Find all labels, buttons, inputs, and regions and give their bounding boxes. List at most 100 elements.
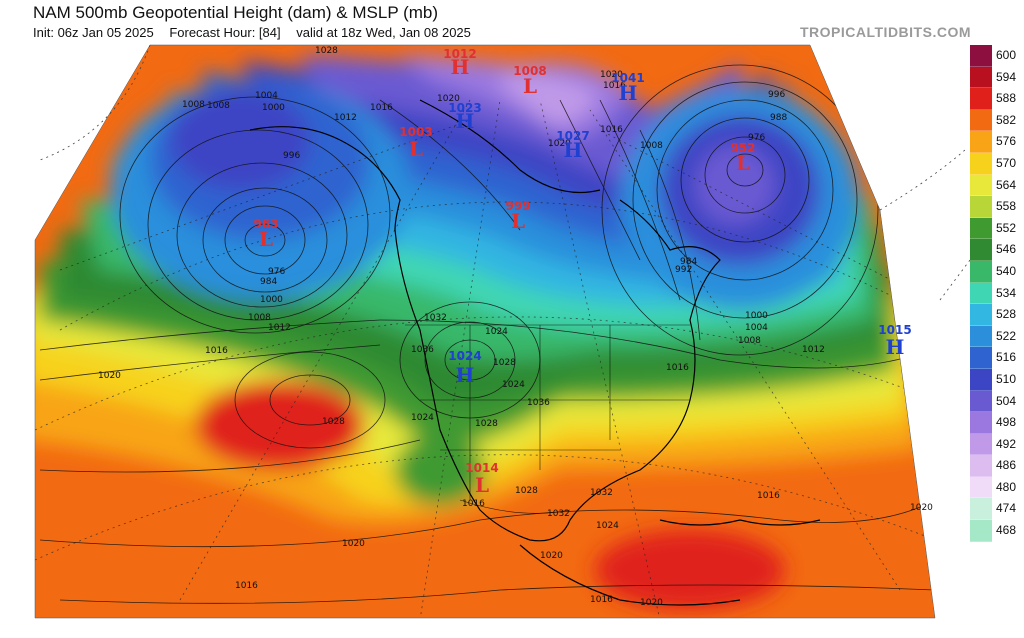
isobar-label: 1028 (315, 46, 338, 56)
isobar-label: 1008 (738, 336, 761, 346)
colorbar-swatch (970, 520, 992, 542)
isobar-label: 1008 (182, 100, 205, 110)
colorbar-level-label: 480 (996, 479, 1017, 494)
colorbar-level-label: 504 (996, 393, 1017, 408)
colorbar-level-label: 492 (996, 436, 1017, 451)
isobar-label: 1016 (462, 499, 485, 509)
colorbar-swatch (970, 109, 992, 132)
isobar-label: 1020 (437, 94, 460, 104)
colorbar-level-label: 582 (996, 112, 1017, 127)
isobar-label: 1012 (334, 113, 357, 123)
height-field-shading (35, 55, 920, 610)
isobar-label: 1032 (590, 488, 613, 498)
isobar-label: 1016 (205, 346, 228, 356)
isobar-label: 1016 (603, 81, 626, 91)
colorbar (970, 45, 992, 542)
isobar-label: 1012 (802, 345, 825, 355)
colorbar-swatch (970, 390, 992, 413)
pressure-value: 952 (730, 141, 755, 155)
outer-graticule (39, 44, 971, 301)
isobar-label: 996 (283, 151, 300, 161)
isobar-label: 984 (680, 257, 697, 267)
colorbar-level-label: 594 (996, 69, 1017, 84)
colorbar-level-label: 522 (996, 328, 1017, 343)
pressure-value: 1023 (448, 101, 481, 115)
colorbar-level-label: 528 (996, 307, 1017, 322)
colorbar-swatch (970, 282, 992, 305)
isobar-label: 1016 (666, 363, 689, 373)
colorbar-level-label: 552 (996, 220, 1017, 235)
isobar-label: 976 (748, 133, 765, 143)
isobar-label: 1024 (485, 327, 508, 337)
colorbar-swatch (970, 45, 992, 67)
isobar-label: 1028 (515, 486, 538, 496)
colorbar-level-label: 546 (996, 242, 1017, 257)
pressure-value: 1041 (611, 71, 644, 85)
colorbar-level-label: 570 (996, 155, 1017, 170)
isobar-label: 1020 (548, 139, 571, 149)
isobar-labels: 1028100810041000996101610121020100810161… (98, 46, 933, 608)
isobar-label: 1024 (502, 380, 525, 390)
pressure-value: 1012 (443, 47, 476, 61)
colorbar-swatch (970, 260, 992, 283)
colorbar-level-label: 516 (996, 350, 1017, 365)
borders (405, 324, 690, 514)
isobar-label: 1020 (342, 539, 365, 549)
init-time: Init: 06z Jan 05 2025 (33, 25, 154, 40)
colorbar-level-label: 534 (996, 285, 1017, 300)
isobar-label: 988 (770, 113, 787, 123)
colorbar-swatch (970, 476, 992, 499)
isobar-label: 1000 (262, 103, 285, 113)
colorbar-swatch (970, 304, 992, 326)
colorbar-level-label: 498 (996, 415, 1017, 430)
colorbar-swatch (970, 433, 992, 456)
map-subtitle: Init: 06z Jan 05 2025 Forecast Hour: [84… (33, 25, 483, 40)
isobar-label: 1036 (527, 398, 550, 408)
colorbar-swatch (970, 368, 992, 391)
colorbar-labels: 600 594 588 582 576 570 564 558 552 546 540 534 528 5… (996, 45, 1024, 542)
isobar-label: 1016 (600, 125, 623, 135)
forecast-hour: Forecast Hour: [84] (169, 25, 281, 40)
coastlines (249, 99, 821, 606)
isobar-label: 992 (675, 265, 692, 275)
isobar-label: 1016 (590, 595, 613, 605)
colorbar-swatch (970, 174, 992, 197)
colorbar-level-label: 588 (996, 91, 1017, 106)
colorbar-swatch (970, 412, 992, 434)
colorbar-swatch (970, 88, 992, 110)
isobar-label: 976 (268, 267, 285, 277)
pressure-letter: L (259, 227, 273, 251)
colorbar-swatch (970, 347, 992, 369)
isobar-label: 1000 (745, 311, 768, 321)
pressure-value: 1015 (878, 323, 911, 337)
isobar-label: 1004 (745, 323, 768, 333)
colorbar-level-label: 576 (996, 134, 1017, 149)
isobar-label: 1028 (493, 358, 516, 368)
valid-time: valid at 18z Wed, Jan 08 2025 (296, 25, 471, 40)
pressure-letter: L (475, 473, 489, 497)
pressure-letter: L (523, 74, 537, 98)
isobar-label: 1000 (260, 295, 283, 305)
isobar-label: 1024 (596, 521, 619, 531)
brand-watermark: TROPICALTIDBITS.COM (799, 24, 971, 40)
colorbar-swatch (970, 66, 992, 89)
pressure-letter: L (736, 151, 750, 175)
colorbar-swatch (970, 498, 992, 521)
isobar-label: 1020 (540, 551, 563, 561)
isobar-label: 996 (768, 90, 785, 100)
isobar-label: 1028 (475, 419, 498, 429)
colorbar-swatch (970, 239, 992, 261)
isobar-label: 1024 (411, 413, 434, 423)
colorbar-swatch (970, 131, 992, 153)
